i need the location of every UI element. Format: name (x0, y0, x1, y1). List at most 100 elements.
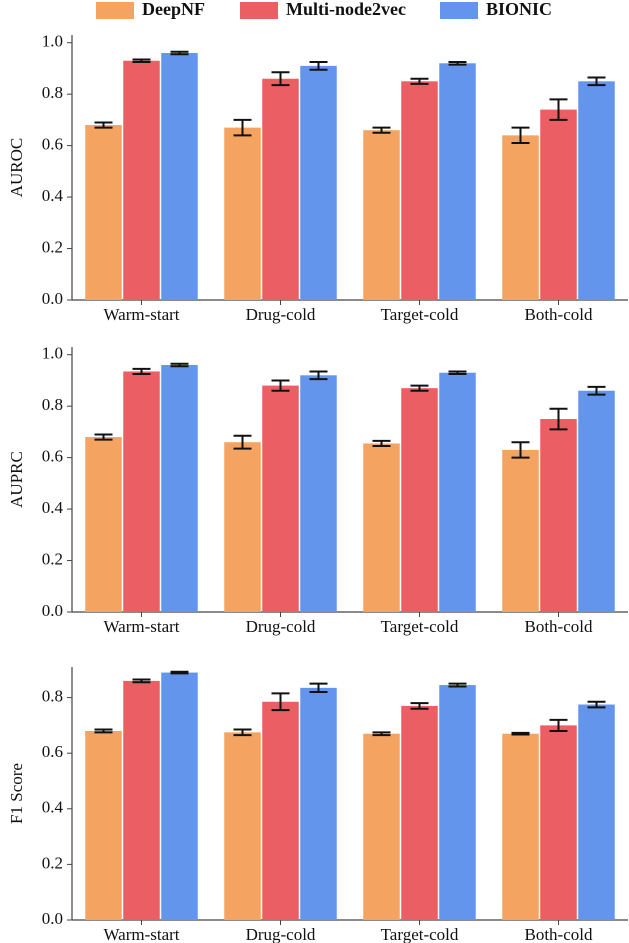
error-bar (132, 678, 151, 684)
bar (401, 388, 438, 612)
bar (578, 390, 615, 612)
bar (123, 680, 160, 920)
error-bar (170, 670, 189, 675)
bar (262, 78, 299, 301)
y-tick-label: 1.0 (42, 32, 63, 51)
y-tick-label: 0.8 (42, 686, 63, 705)
y-tick-label: 1.0 (42, 344, 63, 363)
y-axis-label: AUPRC (7, 451, 26, 508)
bar (401, 81, 438, 301)
bar (439, 63, 476, 301)
x-tick-label: Target-cold (381, 617, 459, 636)
x-tick-label: Drug-cold (246, 305, 316, 324)
error-bar (132, 367, 151, 376)
bar (439, 685, 476, 920)
bar (161, 53, 198, 301)
y-tick-label: 0.0 (42, 909, 63, 928)
y-tick-label: 0.8 (42, 83, 63, 102)
error-bar (372, 439, 391, 448)
x-tick-label: Target-cold (381, 925, 459, 943)
error-bar (410, 702, 429, 710)
error-bar (271, 379, 290, 392)
error-bar (511, 441, 530, 459)
error-bar (448, 61, 467, 66)
bar (123, 371, 160, 612)
error-bar (448, 370, 467, 376)
error-bar (170, 50, 189, 56)
bar (540, 109, 577, 300)
error-bar (549, 407, 568, 431)
x-tick-label: Drug-cold (246, 925, 316, 943)
bar (161, 672, 198, 920)
y-tick-label: 0.4 (42, 798, 64, 817)
error-bar (372, 731, 391, 737)
y-tick-label: 0.4 (42, 498, 64, 517)
error-bar (233, 434, 252, 450)
x-tick-label: Both-cold (525, 617, 593, 636)
y-tick-label: 0.2 (42, 237, 63, 256)
bar (85, 437, 122, 612)
bar (224, 732, 261, 920)
x-tick-label: Both-cold (525, 305, 593, 324)
error-bar (511, 731, 530, 736)
error-bar (549, 718, 568, 732)
y-tick-label: 0.2 (42, 549, 63, 568)
bar (578, 81, 615, 301)
x-tick-label: Warm-start (103, 617, 179, 636)
bar (363, 130, 400, 300)
bar (224, 442, 261, 612)
bar (300, 65, 337, 301)
legend-label: Multi-node2vec (286, 0, 406, 19)
error-bar (233, 118, 252, 137)
bar (161, 365, 198, 612)
y-tick-label: 0.8 (42, 395, 63, 414)
y-axis-label: F1 Score (7, 763, 26, 824)
bar (439, 372, 476, 612)
error-bar (132, 58, 151, 64)
error-bar (448, 682, 467, 688)
error-bar (271, 71, 290, 87)
y-tick-label: 0.0 (42, 601, 63, 620)
x-tick-label: Warm-start (103, 925, 179, 943)
legend-swatch (440, 2, 478, 19)
x-tick-label: Target-cold (381, 305, 459, 324)
bar (262, 385, 299, 612)
error-bar (271, 692, 290, 712)
y-tick-label: 0.6 (42, 135, 63, 154)
bar (262, 701, 299, 920)
error-bar (94, 121, 113, 129)
error-bar (549, 98, 568, 121)
error-bar (233, 728, 252, 737)
error-bar (410, 384, 429, 392)
y-tick-label: 0.6 (42, 447, 63, 466)
legend-swatch (240, 2, 278, 19)
bar (502, 733, 539, 920)
y-tick-label: 0.4 (42, 186, 64, 205)
error-bar (309, 682, 328, 694)
bar (363, 733, 400, 920)
y-tick-label: 0.2 (42, 853, 63, 872)
bar (540, 419, 577, 612)
bar (300, 687, 337, 920)
bar (502, 135, 539, 300)
error-bar (309, 370, 328, 381)
error-bar (94, 433, 113, 441)
legend-label: BIONIC (486, 0, 552, 19)
bar (578, 704, 615, 920)
error-bar (372, 126, 391, 134)
bar (300, 375, 337, 612)
bar (85, 730, 122, 920)
legend-swatch (96, 2, 134, 19)
error-bar (511, 126, 530, 145)
error-bar (587, 76, 606, 87)
error-bar (170, 362, 189, 368)
error-bar (587, 700, 606, 709)
y-axis-label: AUROC (7, 138, 26, 198)
bar (363, 443, 400, 612)
error-bar (94, 728, 113, 734)
bar (123, 60, 160, 301)
bar (224, 127, 261, 300)
x-tick-label: Warm-start (103, 305, 179, 324)
error-bar (309, 61, 328, 71)
